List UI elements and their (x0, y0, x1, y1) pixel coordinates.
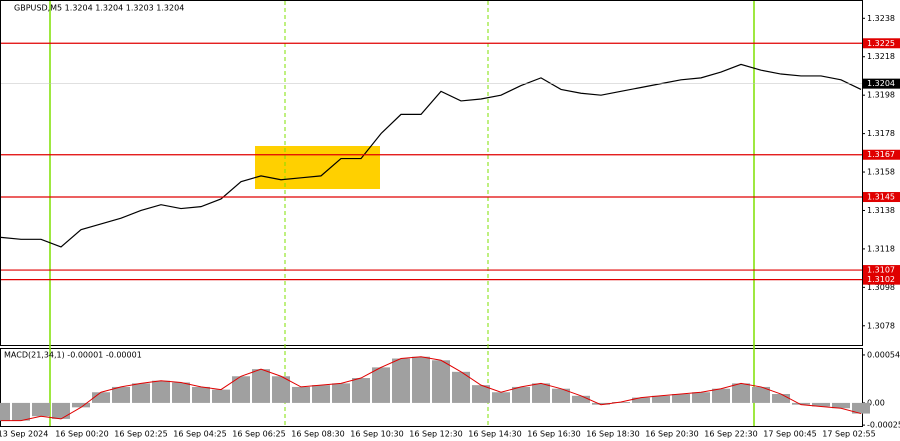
y-tick-label: -0.00025 (867, 421, 900, 430)
x-tick-label: 16 Sep 12:30 (409, 430, 462, 439)
macd-bar (432, 360, 450, 403)
macd-bar (152, 380, 170, 403)
current-price-label: 1.3204 (867, 79, 895, 88)
y-tick-label: 1.3238 (867, 14, 895, 23)
macd-bar (72, 402, 90, 408)
macd-bar (832, 402, 850, 409)
x-tick-label: 16 Sep 04:25 (173, 430, 226, 439)
level-tag (863, 265, 900, 276)
x-tick-label: 16 Sep 16:30 (527, 430, 580, 439)
x-tick-label: 16 Sep 06:25 (232, 430, 285, 439)
macd-bar (592, 402, 610, 405)
x-tick-label: 16 Sep 18:30 (586, 430, 639, 439)
level-label: 1.3102 (867, 275, 895, 284)
y-tick-label: 1.3178 (867, 129, 895, 138)
main-pane (0, 0, 863, 346)
macd-bar (712, 388, 730, 403)
macd-bar (0, 402, 10, 421)
signal-line (1, 356, 862, 422)
macd-bar (52, 402, 70, 419)
y-tick-label: 1.3198 (867, 91, 895, 100)
chart-title: GBPUSD,M5 1.3204 1.3204 1.3203 1.3204 (14, 4, 184, 13)
macd-bar (232, 376, 250, 403)
macd-bar (292, 386, 310, 403)
highlight-box (255, 146, 380, 189)
macd-bar (672, 394, 690, 403)
macd-bar (352, 378, 370, 403)
macd-bar (412, 356, 430, 403)
x-tick-label: 16 Sep 20:30 (645, 430, 698, 439)
x-tick-label: 16 Sep 14:30 (468, 430, 521, 439)
macd-bar (492, 392, 510, 403)
macd-bar (112, 386, 130, 403)
y-tick-label: 1.3138 (867, 206, 895, 215)
macd-bar (532, 383, 550, 403)
macd-bar (32, 402, 50, 417)
x-tick-label: 16 Sep 10:30 (350, 430, 403, 439)
y-tick-label: 1.3098 (867, 283, 895, 292)
y-tick-label: 1.3078 (867, 321, 895, 330)
level-label: 1.3167 (867, 150, 895, 159)
x-tick-label: 16 Sep 02:25 (114, 430, 167, 439)
macd-bar (132, 383, 150, 403)
macd-bar (332, 383, 350, 403)
macd-bar (172, 382, 190, 403)
macd-bar (632, 397, 650, 403)
macd-bar (452, 371, 470, 403)
level-tag (863, 192, 900, 203)
level-tag (863, 38, 900, 49)
macd-bar (572, 395, 590, 403)
macd-bar (752, 386, 770, 403)
level-tag (863, 149, 900, 160)
y-tick-label: 1.3118 (867, 244, 895, 253)
macd-bar (312, 385, 330, 403)
level-label: 1.3107 (867, 266, 895, 275)
macd-bar (372, 367, 390, 403)
macd-bar (252, 369, 270, 403)
macd-bar (212, 389, 230, 403)
macd-bar (812, 402, 830, 407)
macd-bar (272, 376, 290, 403)
macd-bar (552, 388, 570, 403)
macd-bar (392, 358, 410, 403)
macd-bar (12, 402, 30, 421)
y-tick-label: 1.3218 (867, 52, 895, 61)
macd-bar (732, 383, 750, 403)
macd-bar (792, 402, 810, 405)
macd-bar (772, 394, 790, 403)
macd-bar (512, 386, 530, 403)
current-price-tag (863, 78, 900, 89)
y-tick-label: 1.3158 (867, 168, 895, 177)
macd-bar (652, 395, 670, 403)
x-tick-label: 13 Sep 2024 (0, 430, 48, 439)
macd-title: MACD(21,34,1) -0.00001 -0.00001 (4, 351, 142, 360)
macd-bar (92, 392, 110, 403)
x-tick-label: 16 Sep 08:30 (291, 430, 344, 439)
x-tick-label: 16 Sep 22:30 (704, 430, 757, 439)
level-label: 1.3225 (867, 39, 895, 48)
x-tick-label: 17 Sep 02:55 (822, 430, 875, 439)
level-tag (863, 274, 900, 285)
x-tick-label: 17 Sep 00:45 (763, 430, 816, 439)
x-tick-label: 16 Sep 00:20 (55, 430, 108, 439)
level-label: 1.3145 (867, 193, 895, 202)
macd-bar (692, 392, 710, 403)
macd-bar (472, 385, 490, 403)
y-tick-label: 0.00054 (867, 350, 900, 359)
macd-bar (852, 402, 870, 414)
macd-bar (192, 386, 210, 403)
price-line (0, 63, 862, 248)
y-tick-label: 0.00 (867, 398, 885, 407)
